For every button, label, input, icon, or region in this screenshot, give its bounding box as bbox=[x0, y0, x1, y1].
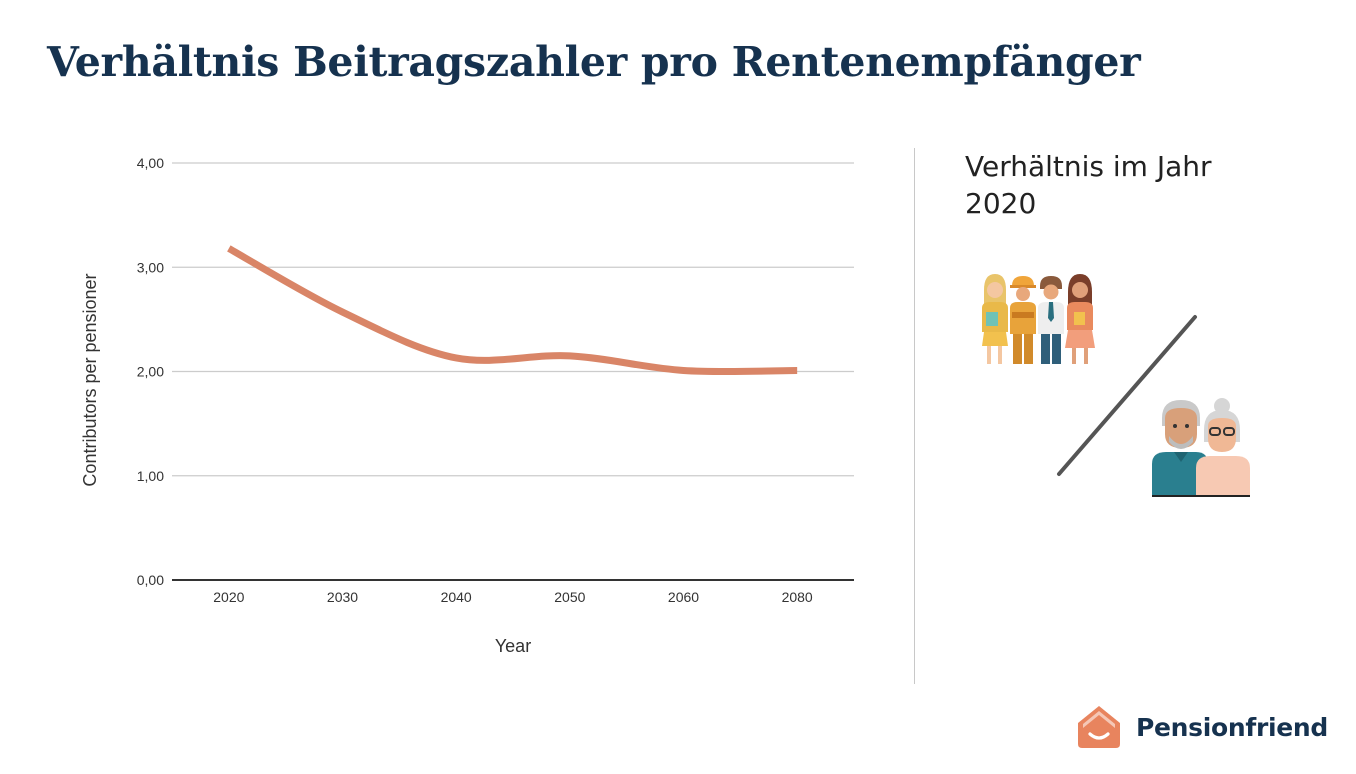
logo-text: Pensionfriend bbox=[1136, 712, 1329, 742]
elderly-couple-icon bbox=[1152, 398, 1250, 497]
workers-group-icon bbox=[982, 274, 1095, 364]
x-tick-label: 2020 bbox=[213, 589, 244, 605]
y-axis-title: Contributors per pensioner bbox=[80, 273, 100, 486]
y-tick-label: 1,00 bbox=[137, 468, 164, 484]
ratio-slash bbox=[1057, 315, 1197, 476]
divider bbox=[914, 148, 915, 684]
ratio-heading: Verhältnis im Jahr 2020 bbox=[965, 150, 1212, 220]
page-title: Verhältnis Beitragszahler pro Rentenempf… bbox=[47, 38, 1141, 86]
x-tick-label: 2060 bbox=[668, 589, 699, 605]
x-tick-label: 2080 bbox=[782, 589, 813, 605]
x-axis-title: Year bbox=[495, 636, 531, 656]
y-tick-label: 2,00 bbox=[137, 364, 164, 380]
x-tick-label: 2030 bbox=[327, 589, 358, 605]
x-tick-label: 2050 bbox=[554, 589, 585, 605]
y-tick-label: 3,00 bbox=[137, 259, 164, 275]
series-line-0 bbox=[227, 245, 798, 376]
x-tick-label: 2040 bbox=[441, 589, 472, 605]
y-tick-label: 4,00 bbox=[137, 155, 164, 171]
line-chart: 0,00 1,00 2,00 3,00 4,00 2020 2030 2040 2050 2060… bbox=[80, 155, 854, 656]
y-tick-label: 0,00 bbox=[137, 572, 164, 588]
house-smile-icon bbox=[1078, 706, 1120, 748]
pensionfriend-logo[interactable]: Pensionfriend bbox=[1076, 704, 1328, 750]
